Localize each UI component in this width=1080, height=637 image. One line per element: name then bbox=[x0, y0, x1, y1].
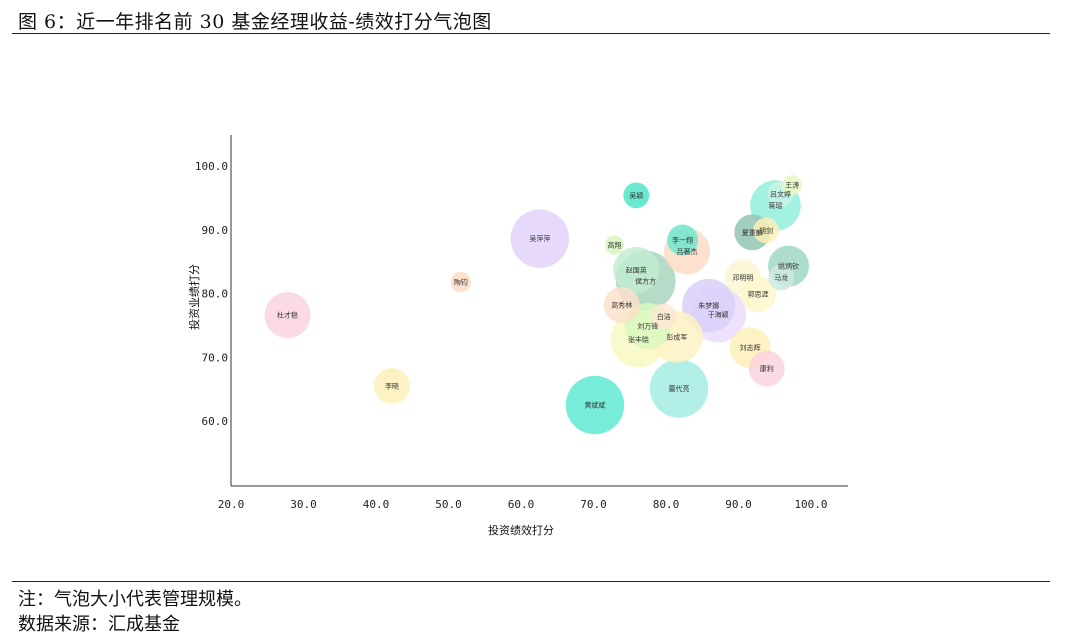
bubble-label: 李一翔 bbox=[672, 235, 693, 244]
data-source: 数据来源：汇成基金 bbox=[18, 614, 180, 635]
x-tick-label: 80.0 bbox=[653, 498, 680, 511]
x-tick-label: 90.0 bbox=[725, 498, 752, 511]
bubble-point bbox=[650, 303, 677, 330]
y-tick-label: 70.0 bbox=[202, 351, 229, 364]
y-tick-label: 80.0 bbox=[202, 288, 229, 301]
bubble-point bbox=[374, 367, 410, 404]
bubble-label: 吴颖 bbox=[629, 191, 643, 200]
bubble-label: 马龙 bbox=[774, 273, 788, 282]
x-tick-label: 30.0 bbox=[290, 498, 317, 511]
bubble-label: 郭思涯 bbox=[748, 290, 769, 299]
bubble-label: 赵国英 bbox=[626, 265, 647, 274]
bubble-label: 吕文婷 bbox=[770, 190, 791, 199]
bubble-label: 高翔 bbox=[608, 241, 622, 250]
figure-notes: 注：气泡大小代表管理规模。 数据来源：汇成基金 bbox=[18, 587, 252, 637]
bubble-label: 朱梦娜 bbox=[698, 301, 719, 310]
bubble-label: 蕾代亮 bbox=[669, 384, 690, 393]
bubble-label: 张丰晓 bbox=[628, 335, 649, 344]
bubble-label: 吕著杰 bbox=[677, 247, 698, 256]
y-tick-label: 100.0 bbox=[195, 160, 228, 173]
bubble-point bbox=[649, 359, 709, 418]
bubble-label: 吴萍萍 bbox=[529, 234, 550, 243]
x-tick-label: 40.0 bbox=[363, 498, 390, 511]
bubble-label: 王涛 bbox=[785, 181, 799, 190]
figure-title: 图 6：近一年排名前 30 基金经理收益-绩效打分气泡图 bbox=[18, 11, 492, 33]
x-tick-label: 60.0 bbox=[508, 498, 535, 511]
bubble-label: 于海颖 bbox=[708, 310, 729, 319]
bubble-point bbox=[565, 375, 625, 435]
bubble-point bbox=[604, 235, 625, 255]
bubble-point bbox=[740, 276, 777, 313]
y-axis-label: 投资业绩打分 bbox=[187, 264, 201, 330]
bubble-point bbox=[667, 224, 699, 256]
x-axis-label: 投资绩效打分 bbox=[488, 523, 554, 537]
y-tick-label: 90.0 bbox=[202, 224, 229, 237]
bubble-label: 彭成军 bbox=[666, 332, 687, 341]
bubble-point bbox=[450, 271, 471, 293]
bubble-label: 胡剑 bbox=[759, 226, 773, 235]
bubble-point bbox=[768, 264, 795, 291]
bubble-point bbox=[682, 278, 736, 333]
bubble-label: 蒋瑶 bbox=[768, 201, 782, 210]
bubble-label: 白洁 bbox=[657, 312, 671, 321]
axes-layer: 20.0 30.0 40.0 50.0 60.0 70.0 80.0 90.0 100.0 60.… bbox=[195, 135, 848, 511]
bubble-label: 杜才稳 bbox=[277, 311, 298, 320]
bubble-point bbox=[603, 287, 640, 323]
x-tick-label: 100.0 bbox=[794, 498, 827, 511]
bubble-label: 黄斌斌 bbox=[584, 401, 605, 410]
bubble-label: 刘志辉 bbox=[740, 343, 761, 352]
bubble-label: 刘万锋 bbox=[637, 322, 658, 331]
bubble-point bbox=[264, 292, 311, 339]
bubble-point bbox=[753, 217, 779, 244]
x-tick-label: 50.0 bbox=[435, 498, 462, 511]
bubble-label: 侯方方 bbox=[635, 276, 656, 285]
y-tick-label: 60.0 bbox=[202, 415, 229, 428]
bubble-label: 邓明明 bbox=[732, 274, 753, 282]
bubble-label: 陶钧 bbox=[454, 278, 468, 287]
x-tick-label: 70.0 bbox=[580, 498, 607, 511]
bubble-point bbox=[510, 209, 570, 268]
bubble-point bbox=[748, 350, 785, 387]
bubble-point bbox=[613, 246, 660, 293]
top-rule bbox=[12, 33, 1050, 34]
size-note: 注：气泡大小代表管理规模。 bbox=[18, 589, 252, 610]
bubble-point bbox=[782, 175, 803, 196]
x-tick-label: 20.0 bbox=[218, 498, 245, 511]
bubble-label: 高秀林 bbox=[611, 300, 632, 309]
bottom-rule bbox=[12, 581, 1050, 582]
bubble-point bbox=[623, 182, 650, 209]
bubble-label: 夏重麟 bbox=[742, 228, 763, 237]
bubble-label: 姚炳钦 bbox=[778, 262, 799, 271]
bubble-label: 康利 bbox=[760, 364, 774, 373]
bubble-label: 李晓 bbox=[385, 381, 399, 390]
